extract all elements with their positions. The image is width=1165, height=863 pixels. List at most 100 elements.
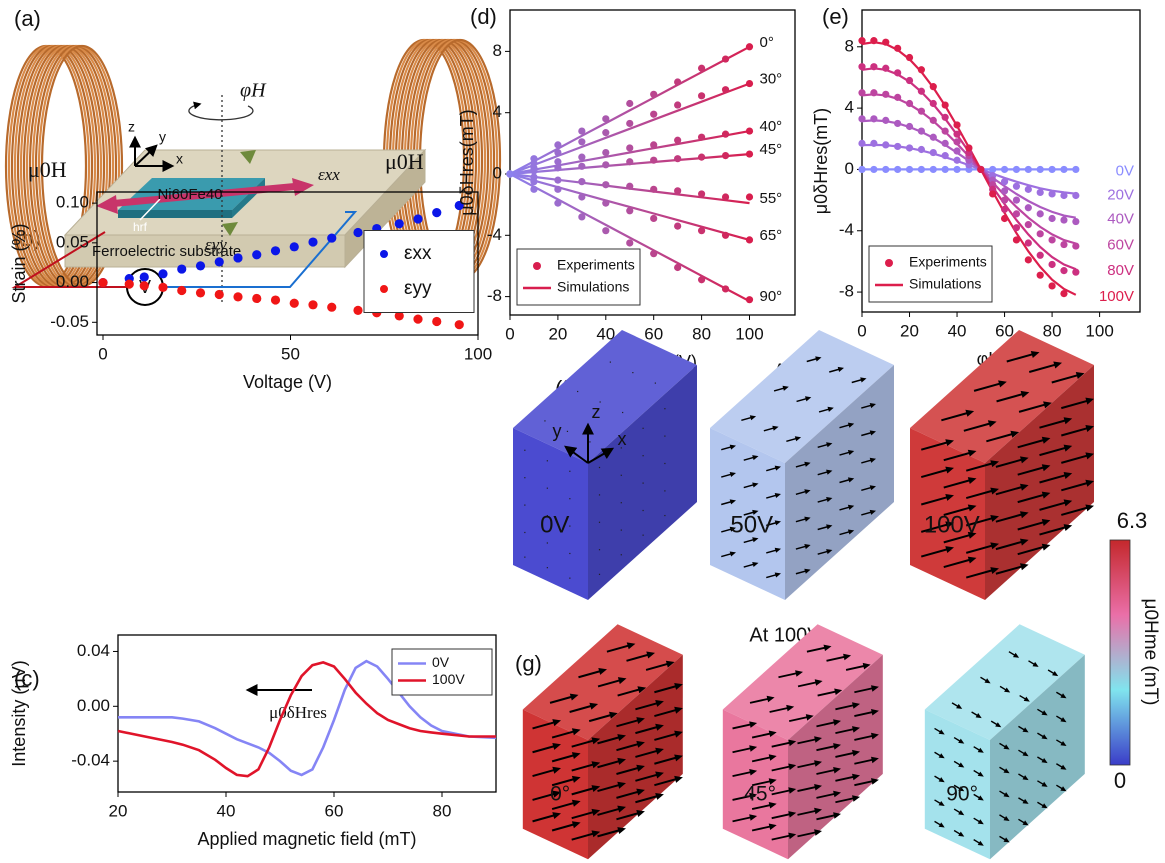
y-tick-label: -8 <box>839 282 854 301</box>
data-point <box>530 167 537 174</box>
data-point <box>578 178 585 185</box>
field-arrow <box>544 420 545 421</box>
data-point <box>1025 166 1032 173</box>
data-point <box>1037 272 1044 279</box>
data-point <box>906 77 913 84</box>
data-point <box>746 150 753 157</box>
data-point <box>722 152 729 159</box>
data-point <box>1025 239 1032 246</box>
data-point <box>1025 221 1032 228</box>
data-point <box>1013 224 1020 231</box>
data-point <box>1072 166 1079 173</box>
field-arrow <box>524 557 525 558</box>
field-arrow <box>621 502 622 503</box>
data-point <box>722 193 729 200</box>
data-point <box>602 115 609 122</box>
data-point <box>906 123 913 130</box>
field-arrow <box>664 436 665 437</box>
field-arrow <box>643 483 644 484</box>
data-point <box>353 306 362 315</box>
data-point <box>722 232 729 239</box>
data-point <box>953 147 960 154</box>
data-point <box>395 219 404 228</box>
data-point <box>942 128 949 135</box>
field-arrow <box>621 554 622 555</box>
field-arrowhead <box>852 795 860 802</box>
data-point <box>674 137 681 144</box>
data-point <box>233 292 242 301</box>
data-point <box>870 37 877 44</box>
colorbar-max: 6.3 <box>1117 508 1148 533</box>
field-arrowhead <box>636 810 645 817</box>
data-point <box>602 227 609 234</box>
data-point <box>894 120 901 127</box>
data-point <box>1013 166 1020 173</box>
data-point <box>722 285 729 292</box>
data-point <box>870 115 877 122</box>
field-arrow <box>610 362 611 363</box>
data-point <box>870 89 877 96</box>
data-point <box>942 152 949 159</box>
data-point <box>930 134 937 141</box>
y-tick-label: 8 <box>493 41 502 60</box>
x-tick-label: 60 <box>325 801 344 820</box>
data-point <box>722 55 729 62</box>
data-point <box>674 78 681 85</box>
colorbar-min: 0 <box>1114 768 1126 793</box>
data-point <box>140 272 149 281</box>
data-point <box>989 166 996 173</box>
panel-label: (e) <box>822 4 849 29</box>
legend-marker <box>380 250 388 258</box>
data-point <box>1060 290 1067 297</box>
data-point <box>1037 210 1044 217</box>
data-point <box>578 213 585 220</box>
data-point <box>327 233 336 242</box>
field-label: μ0H <box>385 149 424 174</box>
data-point <box>698 154 705 161</box>
data-point <box>870 63 877 70</box>
data-point <box>906 100 913 107</box>
field-arrow <box>524 450 525 451</box>
data-point <box>942 140 949 147</box>
field-arrowhead <box>1020 563 1029 570</box>
x-tick-label: 50 <box>281 344 300 363</box>
x-axis-title: Voltage (V) <box>243 372 332 392</box>
x-tick-label: 40 <box>217 801 236 820</box>
data-point <box>1072 269 1079 276</box>
series-label: 90° <box>759 288 782 305</box>
data-point <box>626 120 633 127</box>
data-point <box>1037 230 1044 237</box>
data-point <box>125 280 134 289</box>
y-tick-label: -0.04 <box>71 751 110 770</box>
data-point <box>906 54 913 61</box>
data-point <box>1060 192 1067 199</box>
series-label: 40V <box>1107 211 1134 228</box>
data-point <box>1048 215 1055 222</box>
x-tick-label: 60 <box>644 324 663 343</box>
data-point <box>413 315 422 324</box>
field-arrow <box>643 535 644 536</box>
field-arrowhead <box>617 827 626 834</box>
data-point <box>698 92 705 99</box>
field-arrow <box>599 522 600 523</box>
y-tick-label: 0.04 <box>77 641 110 660</box>
data-point <box>858 140 865 147</box>
data-point <box>930 83 937 90</box>
y-tick-label: 0.00 <box>77 696 110 715</box>
data-point <box>894 45 901 52</box>
data-point <box>158 269 167 278</box>
strain-label: εxx <box>318 165 340 184</box>
x-tick-label: 80 <box>692 324 711 343</box>
data-point <box>578 154 585 161</box>
data-point <box>918 88 925 95</box>
legend-label: Simulations <box>909 276 981 292</box>
field-arrow <box>547 567 548 568</box>
series-label: 45° <box>759 141 782 158</box>
cube-label: 50V <box>730 511 773 538</box>
data-point <box>746 296 753 303</box>
data-point <box>1060 241 1067 248</box>
data-point <box>882 141 889 148</box>
cube-label: 0V <box>540 511 569 538</box>
field-arrowhead <box>814 829 822 836</box>
x-tick-label: 100 <box>1085 321 1113 340</box>
